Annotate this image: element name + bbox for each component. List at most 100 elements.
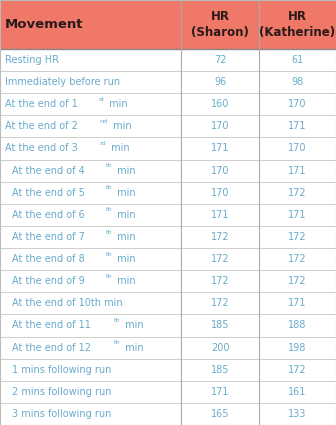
Text: 96: 96	[214, 77, 226, 87]
Text: At the end of 4: At the end of 4	[12, 166, 85, 176]
Text: th: th	[106, 274, 112, 279]
Text: 172: 172	[211, 232, 229, 242]
Text: th: th	[106, 185, 113, 190]
Text: th: th	[106, 274, 112, 279]
Text: 171: 171	[288, 210, 307, 220]
Text: 170: 170	[211, 166, 229, 176]
Text: st: st	[99, 97, 105, 102]
Bar	[0, 292, 336, 314]
Bar	[0, 0, 336, 49]
Text: 61: 61	[291, 55, 303, 65]
Text: 171: 171	[211, 210, 229, 220]
Text: HR
(Katherine): HR (Katherine)	[259, 10, 335, 39]
Bar	[0, 93, 336, 115]
Text: th: th	[106, 207, 112, 212]
Text: rd: rd	[99, 141, 106, 146]
Text: 185: 185	[211, 365, 229, 375]
Text: min: min	[114, 254, 136, 264]
Text: 160: 160	[211, 99, 229, 109]
Text: th: th	[114, 340, 120, 345]
Text: 165: 165	[211, 409, 229, 419]
Text: At the end of 12: At the end of 12	[12, 343, 91, 353]
Text: 171: 171	[288, 121, 307, 131]
Bar	[0, 381, 336, 403]
Text: min: min	[107, 99, 128, 109]
Text: Resting HR: Resting HR	[5, 55, 59, 65]
Bar	[0, 359, 336, 381]
Bar	[0, 314, 336, 337]
Text: th: th	[106, 252, 112, 257]
Text: 3 mins following run: 3 mins following run	[12, 409, 111, 419]
Text: 72: 72	[214, 55, 226, 65]
Bar	[0, 337, 336, 359]
Text: 1 mins following run: 1 mins following run	[12, 365, 111, 375]
Text: min: min	[114, 166, 136, 176]
Text: 171: 171	[211, 144, 229, 153]
Text: rd: rd	[99, 141, 106, 146]
Text: 172: 172	[211, 276, 229, 286]
Bar	[0, 137, 336, 159]
Bar	[0, 204, 336, 226]
Text: At the end of 10th min: At the end of 10th min	[12, 298, 122, 308]
Text: 172: 172	[288, 188, 307, 198]
Text: 172: 172	[288, 254, 307, 264]
Bar	[0, 226, 336, 248]
Bar	[0, 71, 336, 93]
Text: 172: 172	[211, 298, 229, 308]
Text: nd: nd	[99, 119, 107, 124]
Text: min: min	[114, 188, 136, 198]
Text: st: st	[99, 97, 105, 102]
Text: th: th	[114, 318, 120, 323]
Text: 185: 185	[211, 320, 229, 331]
Bar	[0, 159, 336, 181]
Text: Immediately before run: Immediately before run	[5, 77, 120, 87]
Text: th: th	[106, 252, 112, 257]
Text: th: th	[106, 230, 113, 235]
Text: th: th	[106, 185, 113, 190]
Text: 172: 172	[288, 232, 307, 242]
Text: HR
(Sharon): HR (Sharon)	[191, 10, 249, 39]
Bar	[0, 115, 336, 137]
Text: 172: 172	[288, 276, 307, 286]
Text: min: min	[122, 343, 144, 353]
Text: At the end of 8: At the end of 8	[12, 254, 85, 264]
Text: min: min	[110, 121, 131, 131]
Text: At the end of 6: At the end of 6	[12, 210, 85, 220]
Bar	[0, 49, 336, 71]
Text: 170: 170	[211, 188, 229, 198]
Text: 200: 200	[211, 343, 229, 353]
Text: nd: nd	[99, 119, 107, 124]
Text: 171: 171	[211, 387, 229, 397]
Text: 171: 171	[288, 166, 307, 176]
Text: 172: 172	[211, 254, 229, 264]
Text: 98: 98	[291, 77, 303, 87]
Text: 2 mins following run: 2 mins following run	[12, 387, 111, 397]
Text: th: th	[106, 163, 112, 168]
Text: At the end of 2: At the end of 2	[5, 121, 78, 131]
Text: th: th	[106, 163, 112, 168]
Text: min: min	[114, 232, 136, 242]
Text: min: min	[122, 320, 144, 331]
Text: Movement: Movement	[5, 18, 84, 31]
Text: 188: 188	[288, 320, 306, 331]
Bar	[0, 248, 336, 270]
Text: th: th	[114, 318, 120, 323]
Text: th: th	[106, 207, 112, 212]
Text: 171: 171	[288, 298, 307, 308]
Text: 170: 170	[211, 121, 229, 131]
Bar	[0, 270, 336, 292]
Text: At the end of 5: At the end of 5	[12, 188, 85, 198]
Text: th: th	[114, 340, 120, 345]
Text: min: min	[114, 210, 136, 220]
Text: At the end of 1: At the end of 1	[5, 99, 78, 109]
Text: At the end of 3: At the end of 3	[5, 144, 78, 153]
Text: th: th	[106, 230, 113, 235]
Bar	[0, 403, 336, 425]
Text: 133: 133	[288, 409, 306, 419]
Text: At the end of 7: At the end of 7	[12, 232, 85, 242]
Text: 161: 161	[288, 387, 306, 397]
Text: At the end of 9: At the end of 9	[12, 276, 85, 286]
Text: 172: 172	[288, 365, 307, 375]
Text: 170: 170	[288, 144, 307, 153]
Text: min: min	[108, 144, 129, 153]
